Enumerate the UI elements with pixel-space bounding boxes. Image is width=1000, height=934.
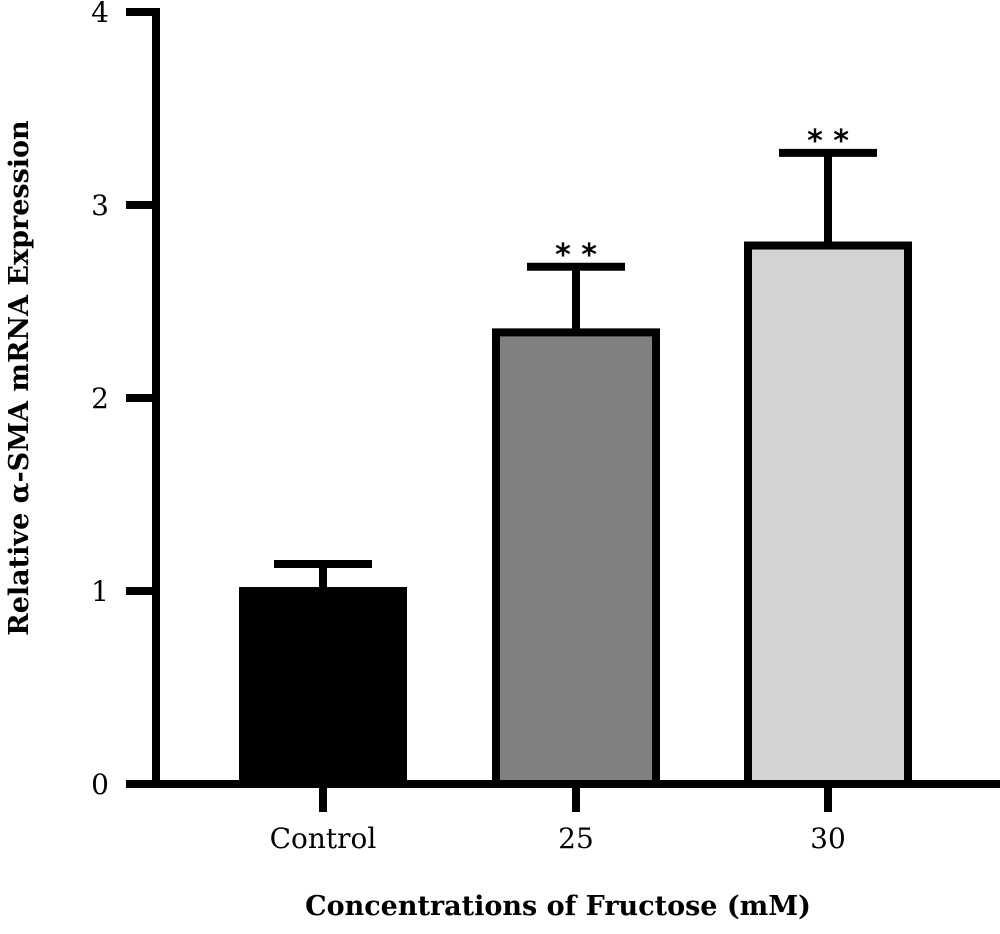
bar-25	[492, 328, 660, 788]
y-tick-label-2: 2	[91, 382, 109, 415]
error-bars-layer	[274, 148, 877, 591]
y-axis-title: Relative α-SMA mRNA Expression	[4, 120, 35, 636]
y-tick-label-0: 0	[91, 768, 109, 801]
bar-30	[744, 241, 912, 788]
x-tick-label-25: 25	[558, 822, 594, 855]
axes-layer	[126, 8, 1000, 812]
significance-marker-25: * *	[555, 238, 597, 273]
y-tick-label-3: 3	[91, 189, 109, 222]
y-tick-label-4: 4	[91, 0, 109, 29]
significance-marker-30: * *	[807, 124, 849, 159]
x-tick-label-control: Control	[270, 822, 377, 855]
x-axis-title: Concentrations of Fructose (mM)	[305, 891, 811, 922]
labels-layer: 0 1 2 3 4 Control 25 30 * * * *	[91, 0, 849, 855]
x-tick-label-30: 30	[810, 822, 846, 855]
bar-control	[239, 587, 407, 788]
y-tick-label-1: 1	[91, 575, 109, 608]
